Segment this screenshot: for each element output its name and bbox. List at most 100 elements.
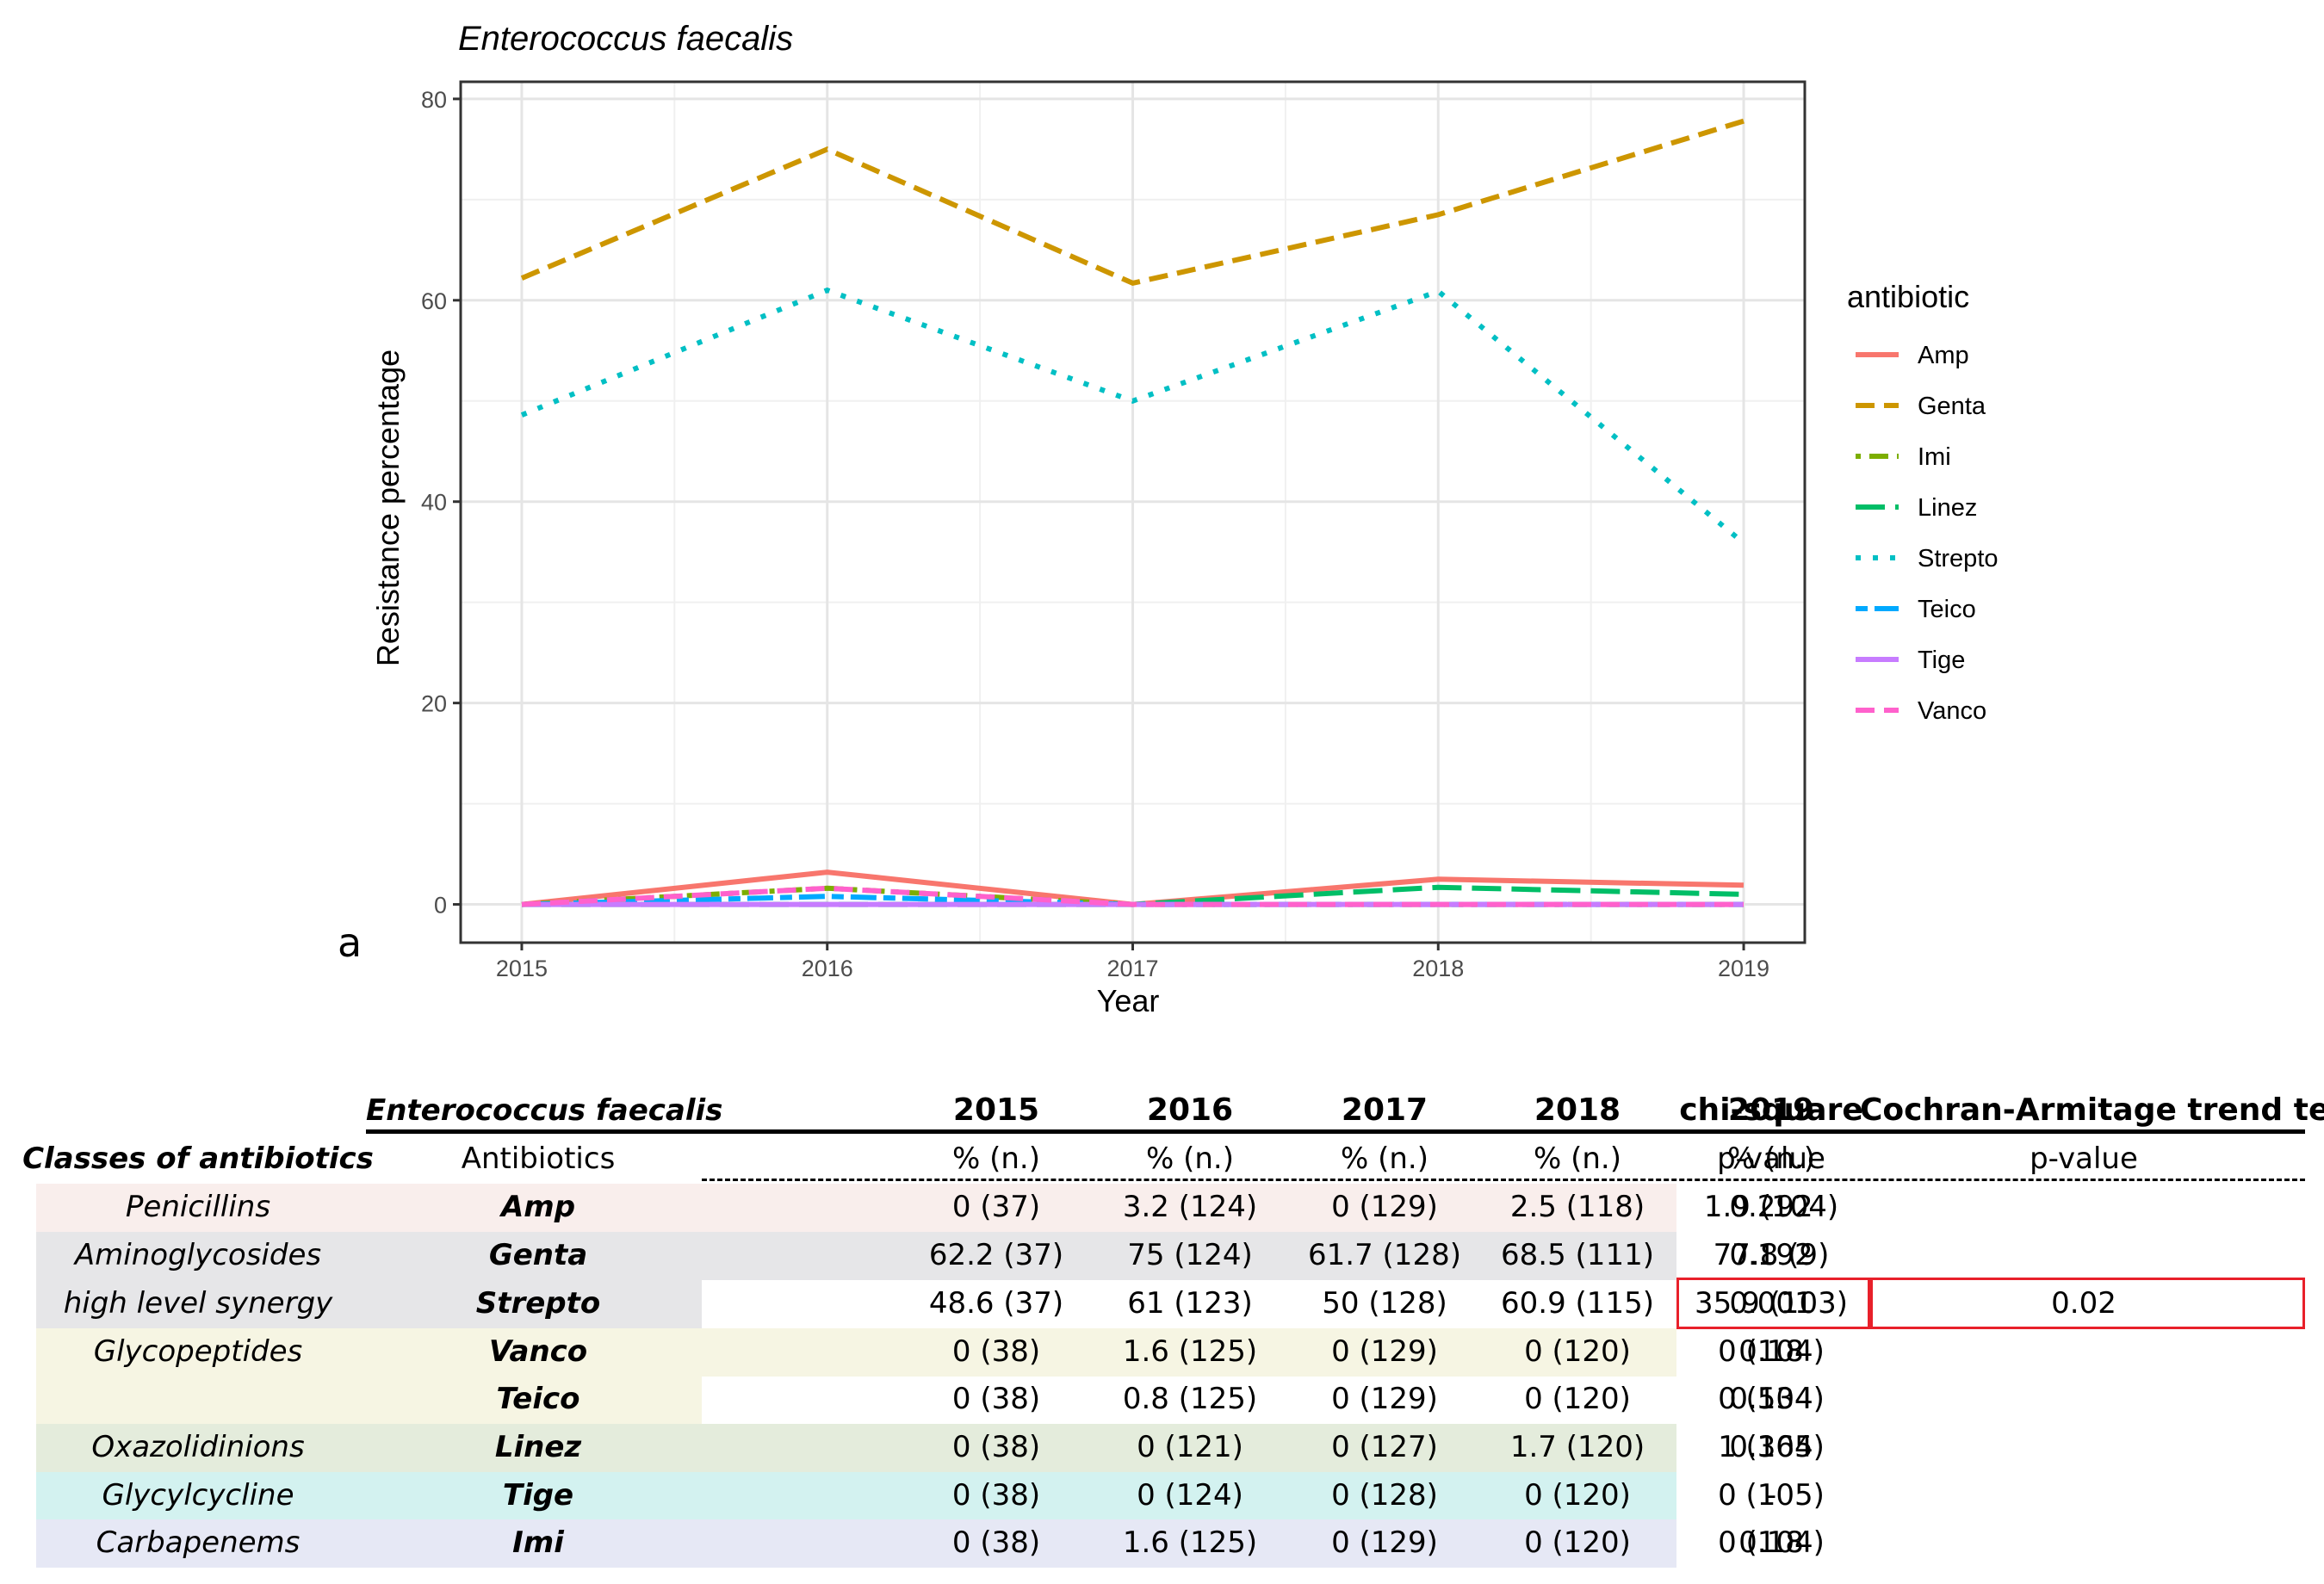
series-line-vanco <box>521 885 1744 907</box>
series-line-strepto <box>520 287 1745 546</box>
pvalue-label: p-value <box>1717 1142 1825 1176</box>
row-band <box>702 1232 1676 1280</box>
unit-label: % (n.) <box>952 1142 1040 1176</box>
year-header: 2016 <box>1146 1092 1234 1128</box>
highlight-box <box>1870 1278 2305 1329</box>
chi-pvalue: 0.18 <box>1738 1334 1804 1369</box>
header-rule <box>366 1129 2305 1134</box>
chi-pvalue: - <box>1765 1478 1777 1513</box>
y-tick-label: 20 <box>421 691 447 717</box>
value-cell: 1.7 (120) <box>1509 1430 1645 1464</box>
row-band <box>702 1184 1676 1232</box>
value-cell: 2.5 (118) <box>1509 1190 1645 1224</box>
year-header: 2017 <box>1341 1092 1428 1128</box>
value-cell: 0 (37) <box>951 1190 1041 1224</box>
line-chart: Enterococcus faecalis 0 20 40 60 80 2015 2016 2… <box>370 20 1999 1018</box>
value-cell: 0 (120) <box>1524 1478 1631 1513</box>
row-band <box>702 1472 1676 1520</box>
x-tick-label: 2015 <box>496 956 548 981</box>
value-cell: 0 (129) <box>1331 1190 1438 1224</box>
legend-title: antibiotic <box>1847 279 1969 314</box>
legend-label-tige: Tige <box>1918 647 1965 674</box>
class-name: Glycopeptides <box>93 1334 303 1369</box>
row-band <box>36 1280 702 1328</box>
row-band <box>702 1519 1676 1568</box>
value-cell: 61 (123) <box>1127 1286 1253 1321</box>
y-tick-label: 40 <box>421 490 447 516</box>
legend-label-amp: Amp <box>1918 342 1969 369</box>
corner-title: Enterococcus faecalis <box>366 1093 723 1128</box>
value-cell: 1.6 (125) <box>1122 1525 1258 1560</box>
value-cell: 0 (120) <box>1524 1525 1631 1560</box>
value-cell: 0 (38) <box>951 1478 1041 1513</box>
pvalue-label: p-value <box>2030 1142 2138 1176</box>
antibiotic-name: Linez <box>494 1430 582 1464</box>
row-band <box>702 1424 1676 1472</box>
series-line-genta <box>520 118 1745 287</box>
trend-header: Cochran-Armitage trend test <box>1860 1092 2324 1128</box>
antibiotics-header: Antibiotics <box>461 1142 616 1176</box>
value-cell: 1 (105) <box>1718 1430 1825 1464</box>
chi-pvalue: 0.292 <box>1729 1190 1813 1224</box>
value-cell: 1.6 (125) <box>1122 1334 1258 1369</box>
value-cell: 0 (104) <box>1718 1525 1825 1560</box>
legend-label-vanco: Vanco <box>1918 697 1986 725</box>
classes-header: Classes of antibiotics <box>22 1142 374 1176</box>
value-cell: 61.7 (128) <box>1308 1238 1461 1272</box>
chi-pvalue: 0.364 <box>1729 1430 1813 1464</box>
legend-label-genta: Genta <box>1918 393 1986 420</box>
unit-label: % (n.) <box>1727 1142 1815 1176</box>
panel-label: a <box>338 919 363 966</box>
row-band <box>36 1232 702 1280</box>
y-tick-label: 0 <box>434 893 447 919</box>
value-cell: 0 (38) <box>951 1430 1041 1464</box>
legend-label-strepto: Strepto <box>1918 545 1999 572</box>
class-name: Oxazolidinions <box>91 1430 305 1464</box>
value-cell: 0 (104) <box>1718 1382 1825 1416</box>
class-name: Aminoglycosides <box>74 1238 322 1272</box>
value-cell: 60.9 (115) <box>1501 1286 1654 1321</box>
antibiotic-name: Imi <box>512 1525 564 1560</box>
chi-pvalue: 0.001 <box>1729 1286 1813 1321</box>
class-name: high level synergy <box>63 1286 333 1321</box>
value-cell: 77.8 (9) <box>1713 1238 1830 1272</box>
year-header: 2018 <box>1534 1092 1621 1128</box>
x-tick-label: 2018 <box>1412 956 1464 981</box>
chi-pvalue: 0.18 <box>1738 1525 1804 1560</box>
row-band <box>36 1472 702 1520</box>
value-cell: 0 (104) <box>1718 1334 1825 1369</box>
value-cell: 0 (129) <box>1331 1525 1438 1560</box>
year-header: 2019 <box>1727 1092 1815 1128</box>
value-cell: 0 (38) <box>951 1525 1041 1560</box>
unit-label: % (n.) <box>1146 1142 1234 1176</box>
value-cell: 0 (128) <box>1331 1478 1438 1513</box>
value-cell: 3.2 (124) <box>1122 1190 1258 1224</box>
value-cell: 0 (129) <box>1331 1334 1438 1369</box>
chi-header: chi-square <box>1679 1092 1863 1128</box>
row-band <box>36 1519 702 1568</box>
row-band <box>36 1424 702 1472</box>
value-cell: 68.5 (111) <box>1501 1238 1654 1272</box>
antibiotic-name: Strepto <box>475 1286 601 1321</box>
legend-label-linez: Linez <box>1918 494 1977 522</box>
class-name: Penicillins <box>125 1190 271 1224</box>
unit-label: % (n.) <box>1534 1142 1621 1176</box>
series-lines <box>520 118 1745 907</box>
x-axis-label: Year <box>1097 983 1160 1018</box>
x-tick-label: 2016 <box>802 956 853 981</box>
row-band <box>36 1184 702 1232</box>
legend: Amp Genta Imi Linez Strepto Teico Tige Vanco <box>1856 342 1999 725</box>
value-cell: 0.8 (125) <box>1122 1382 1258 1416</box>
unit-label: % (n.) <box>1341 1142 1428 1176</box>
chi-pvalue: 0.534 <box>1729 1382 1813 1416</box>
chart-title: Enterococcus faecalis <box>458 20 793 58</box>
legend-label-teico: Teico <box>1918 596 1976 623</box>
x-tick-label: 2017 <box>1106 956 1158 981</box>
legend-label-imi: Imi <box>1918 443 1951 471</box>
value-cell: 0 (120) <box>1524 1334 1631 1369</box>
dashed-rule <box>702 1179 2305 1181</box>
axes: 0 20 40 60 80 2015 2016 2017 2018 2019 <box>421 80 1807 981</box>
results-table: Enterococcus faecalis 2015 2016 2017 2018 201… <box>0 1063 2324 1584</box>
antibiotic-name: Vanco <box>488 1334 588 1369</box>
value-cell: 62.2 (37) <box>928 1238 1064 1272</box>
